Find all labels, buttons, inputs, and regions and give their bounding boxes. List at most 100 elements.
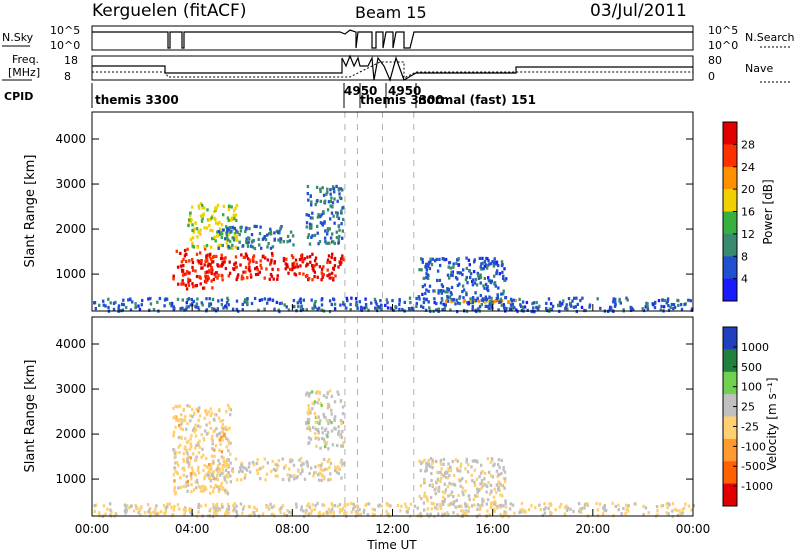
data-cell (680, 307, 684, 311)
date-title: 03/Jul/2011 (590, 1, 687, 21)
data-cell (322, 415, 326, 419)
data-cell (690, 308, 694, 312)
data-cell (420, 304, 423, 308)
data-cell (188, 271, 191, 275)
data-cell (229, 441, 232, 445)
data-cell (563, 512, 567, 516)
data-cell (287, 271, 290, 275)
data-cell (423, 508, 426, 512)
data-cell (545, 301, 548, 305)
data-cell (128, 506, 131, 510)
data-cell (218, 227, 222, 231)
data-cell (215, 234, 219, 238)
data-cell (264, 478, 267, 482)
data-cell (107, 297, 110, 301)
data-cell (430, 478, 433, 483)
data-cell (684, 502, 687, 506)
data-cell (127, 298, 130, 302)
data-cell (201, 203, 204, 207)
data-cell (419, 484, 423, 488)
data-cell (251, 258, 254, 262)
data-cell (442, 502, 445, 506)
data-cell (322, 265, 325, 269)
data-cell (330, 502, 333, 506)
data-cell (422, 501, 426, 505)
data-cell (271, 298, 275, 303)
data-cell (434, 506, 437, 510)
data-cell (298, 271, 301, 276)
data-cell (137, 304, 140, 308)
data-cell (465, 256, 468, 260)
data-cell (172, 430, 176, 434)
data-cell (184, 484, 188, 489)
data-cell (349, 302, 352, 307)
data-cell (391, 299, 394, 303)
data-cell (508, 307, 512, 311)
colorbar-segment-1 (723, 122, 737, 145)
data-cell (319, 221, 323, 225)
data-cell (192, 488, 196, 492)
data-cell (125, 305, 128, 310)
data-cell (255, 461, 259, 466)
data-cell (255, 508, 258, 513)
data-cell (426, 507, 430, 511)
data-cell (334, 415, 337, 419)
data-cell (463, 299, 466, 303)
data-cell (315, 262, 318, 266)
data-cell (248, 269, 252, 273)
data-cell (333, 468, 337, 473)
data-cell (132, 509, 136, 513)
data-cell (102, 299, 105, 303)
data-cell (216, 471, 220, 475)
data-cell (218, 469, 221, 473)
data-cell (473, 468, 476, 472)
data-cell (213, 216, 216, 220)
data-cell (461, 290, 464, 294)
data-cell (371, 507, 374, 511)
data-cell (415, 304, 418, 308)
data-cell (309, 216, 313, 220)
data-cell (620, 512, 623, 516)
data-cell (362, 508, 366, 512)
data-cell (588, 303, 592, 307)
data-cell (458, 282, 461, 286)
data-cell (245, 237, 248, 241)
data-cell (192, 299, 195, 303)
data-cell (183, 248, 187, 253)
data-cell (326, 190, 329, 194)
colorbar-segment-4 (723, 394, 737, 417)
data-cell (234, 261, 237, 265)
data-cell (596, 297, 599, 301)
data-cell (191, 228, 194, 232)
data-cell (503, 513, 506, 517)
data-cell (181, 427, 184, 432)
data-cell (508, 507, 512, 511)
data-cell (480, 463, 483, 467)
data-cell (433, 301, 436, 305)
data-cell (324, 427, 328, 431)
data-cell (539, 508, 542, 512)
data-cell (586, 503, 589, 507)
data-cell (328, 227, 331, 231)
data-cell (437, 485, 441, 489)
data-cell (493, 300, 496, 304)
data-cell (224, 468, 228, 472)
data-cell (683, 506, 686, 510)
data-cell (241, 308, 244, 312)
data-cell (179, 476, 182, 480)
y-tick-label-4: 4000 (55, 132, 86, 146)
data-cell (307, 394, 311, 398)
data-cell (545, 306, 548, 311)
data-cell (207, 276, 210, 280)
data-cell (644, 506, 648, 510)
data-cell (307, 420, 310, 424)
data-cell (386, 306, 390, 310)
data-cell (307, 407, 311, 411)
data-cell (316, 275, 319, 279)
data-cell (452, 511, 455, 515)
data-cell (470, 473, 473, 477)
data-cell (586, 502, 589, 506)
data-cell (452, 474, 456, 478)
